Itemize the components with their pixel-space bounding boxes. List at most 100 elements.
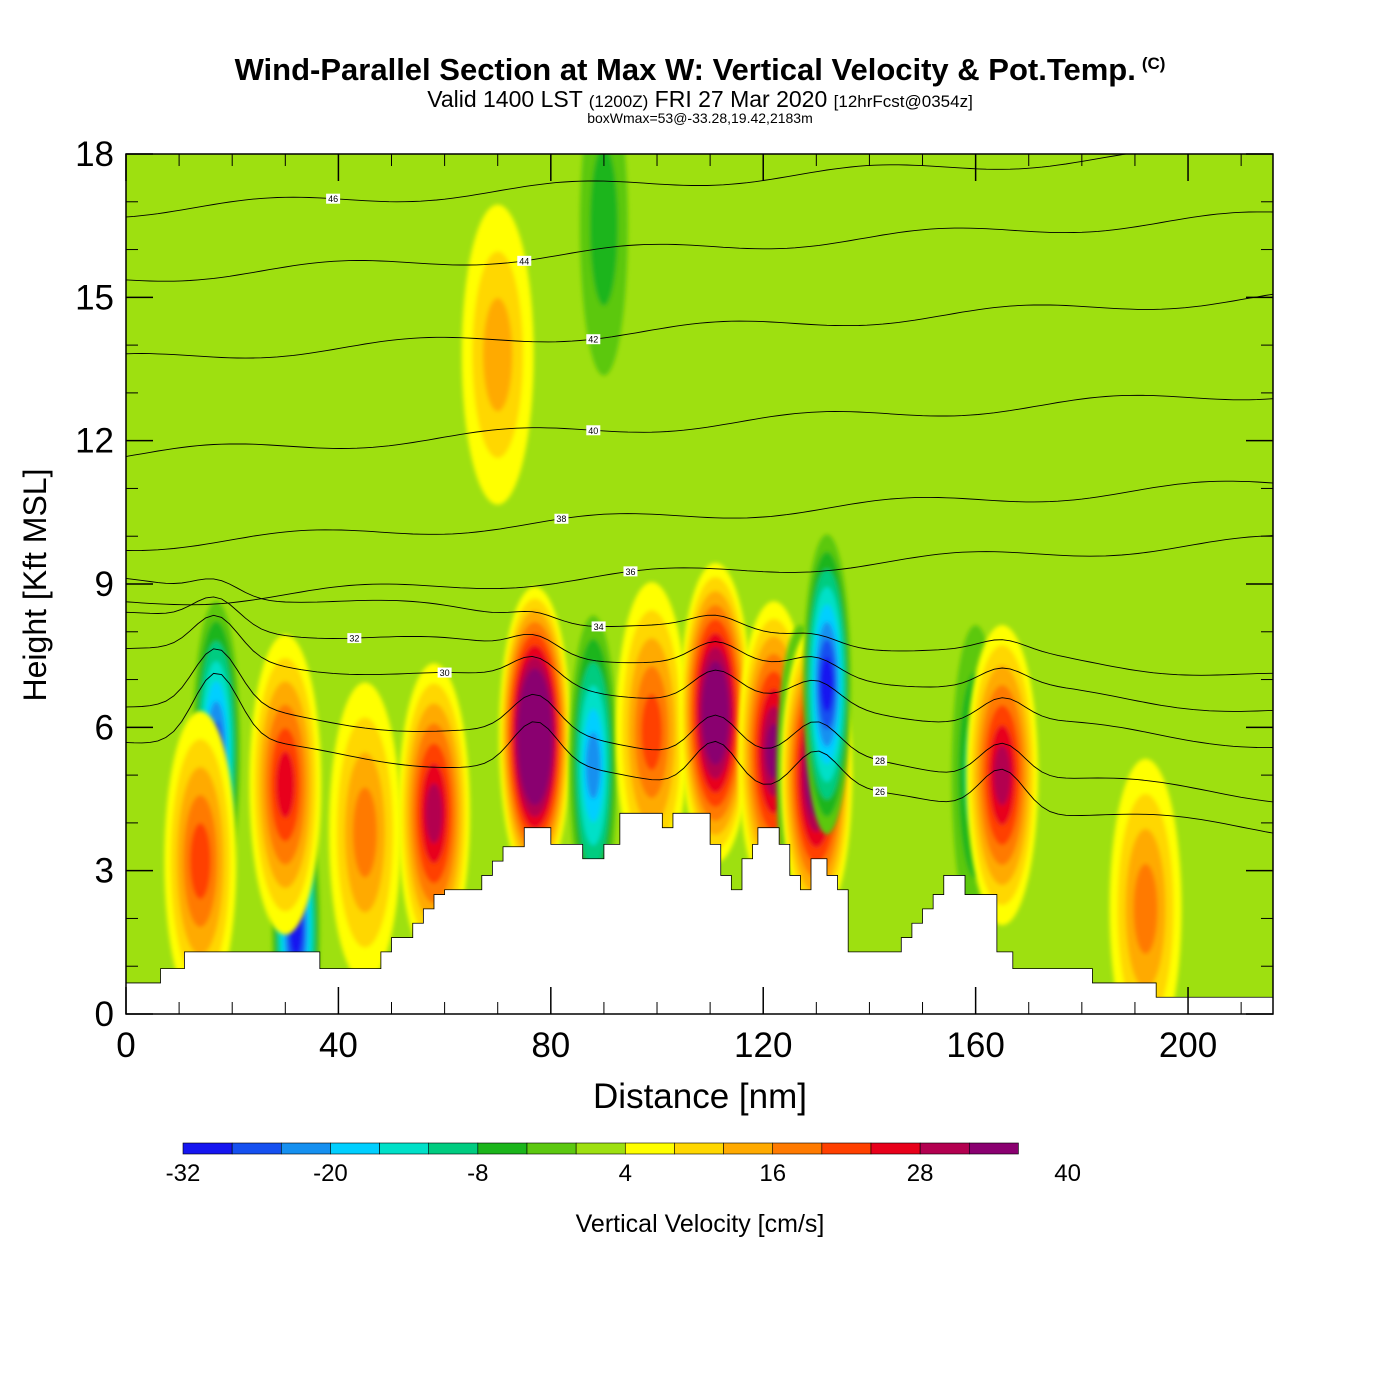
theta-contour-line	[126, 672, 1273, 834]
colorbar-swatch	[723, 1142, 774, 1155]
colorbar-swatch	[231, 1142, 282, 1155]
velocity-level	[275, 751, 295, 819]
colorbar-swatch	[526, 1142, 577, 1155]
y-tick-label: 6	[95, 708, 114, 747]
theta-contour-label: 40	[588, 426, 598, 436]
velocity-level	[352, 787, 377, 878]
x-tick-label: 200	[1159, 1026, 1217, 1065]
colorbar-swatch	[477, 1142, 528, 1155]
velocity-level	[641, 694, 663, 771]
theta-contour-line	[126, 648, 1273, 803]
theta-contour-line	[126, 577, 1273, 676]
colorbar-swatch	[330, 1142, 380, 1155]
valid-utc: (1200Z)	[588, 92, 649, 111]
velocity-level	[585, 732, 601, 799]
terrain-mask	[126, 812, 1273, 1014]
theta-label-bg	[347, 633, 362, 644]
velocity-level	[1133, 863, 1158, 954]
x-tick-label: 160	[946, 1026, 1004, 1065]
title-text: Wind-Parallel Section at Max W: Vertical…	[234, 52, 1136, 87]
velocity-level	[483, 298, 513, 412]
y-axis-label: Height [Kft MSL]	[17, 469, 53, 702]
x-tick-label: 0	[116, 1026, 135, 1065]
velocity-cell	[249, 634, 322, 935]
velocity-level	[589, 154, 618, 306]
colorbar-label: Vertical Velocity [cm/s]	[575, 1210, 825, 1238]
y-tick-label: 0	[95, 995, 114, 1034]
colorbar-tick-label: 40	[1054, 1160, 1081, 1187]
velocity-cell	[164, 711, 237, 1012]
velocity-cell	[498, 586, 571, 887]
valid-date: FRI 27 Mar 2020	[654, 86, 828, 112]
theta-label-bg	[873, 755, 888, 766]
terrain-area	[126, 812, 1273, 1014]
colorbar-swatch	[182, 1142, 233, 1155]
colorbar-swatch	[575, 1142, 626, 1155]
colorbar-swatch	[379, 1142, 430, 1155]
box-wmax-info: boxWmax=53@-33.28,19.42,2183m	[587, 110, 813, 126]
colorbar-swatch	[428, 1142, 479, 1155]
velocity-cell	[461, 204, 534, 505]
theta-label-bg	[586, 425, 601, 436]
velocity-level	[189, 823, 211, 900]
y-tick-label: 18	[75, 135, 114, 174]
x-tick-label: 80	[531, 1026, 570, 1065]
theta-contour-label: 44	[519, 256, 529, 266]
theta-contour-label: 32	[349, 634, 359, 644]
copyright-mark: (C)	[1141, 53, 1166, 73]
theta-label-bg	[586, 334, 601, 345]
theta-contour-label: 38	[556, 514, 566, 524]
theta-label-bg	[517, 255, 532, 266]
theta-contour-label: 46	[328, 194, 338, 204]
theta-contour-line	[126, 614, 1273, 749]
y-tick-label: 15	[75, 278, 114, 317]
colorbar-tick-label: -32	[166, 1160, 201, 1187]
velocity-cell	[579, 154, 628, 376]
colorbar-swatch	[674, 1142, 724, 1155]
y-tick-label: 3	[95, 852, 114, 891]
velocity-cell	[966, 625, 1039, 926]
velocity-cell	[569, 615, 618, 916]
colorbar-swatch	[624, 1142, 675, 1155]
colorbar-swatch	[772, 1142, 823, 1155]
velocity-level	[993, 745, 1011, 806]
velocity-cell	[328, 682, 401, 983]
theta-contour-label: 28	[875, 756, 885, 766]
colorbar: -32 -20 -8 4 16 28 40	[166, 1142, 1081, 1187]
theta-label-bg	[437, 667, 452, 678]
forecast-info: [12hrFcst@0354z]	[833, 92, 973, 111]
valid-prefix: Valid 1400 LST	[427, 86, 583, 112]
theta-contour-label: 36	[625, 567, 635, 577]
theta-contour-line	[126, 596, 1273, 712]
theta-label-bg	[554, 513, 569, 524]
colorbar-tick-label: -20	[313, 1160, 348, 1187]
chart-title: Wind-Parallel Section at Max W: Vertical…	[0, 52, 1400, 88]
velocity-cell	[1109, 758, 1182, 1014]
valid-time: Valid 1400 LST (1200Z) FRI 27 Mar 2020 […	[0, 86, 1400, 113]
colorbar-swatch	[280, 1142, 331, 1155]
theta-label-bg	[873, 786, 888, 797]
velocity-level	[528, 715, 542, 759]
colorbar-swatch	[870, 1142, 921, 1155]
velocity-cell	[397, 663, 470, 964]
theta-label-bg	[623, 566, 638, 577]
colorbar-tick-label: 28	[907, 1160, 934, 1187]
theta-contour-line	[126, 211, 1273, 282]
colorbar-tick-label: 16	[759, 1160, 786, 1187]
colorbar-swatch	[968, 1142, 1019, 1155]
theta-label-bg	[591, 621, 606, 632]
theta-contour-line	[126, 535, 1273, 606]
x-tick-label: 40	[319, 1026, 358, 1065]
colorbar-tick-label: -8	[467, 1160, 488, 1187]
velocity-level	[708, 689, 723, 737]
theta-contour-label: 34	[594, 622, 604, 632]
colorbar-tick-label: 4	[619, 1160, 632, 1187]
velocity-cell	[679, 563, 752, 863]
y-tick-label: 9	[95, 565, 114, 604]
x-axis-label: Distance [nm]	[593, 1077, 807, 1116]
velocity-level	[425, 783, 443, 844]
colorbar-swatch	[821, 1142, 872, 1155]
colorbar-swatch	[919, 1142, 970, 1155]
